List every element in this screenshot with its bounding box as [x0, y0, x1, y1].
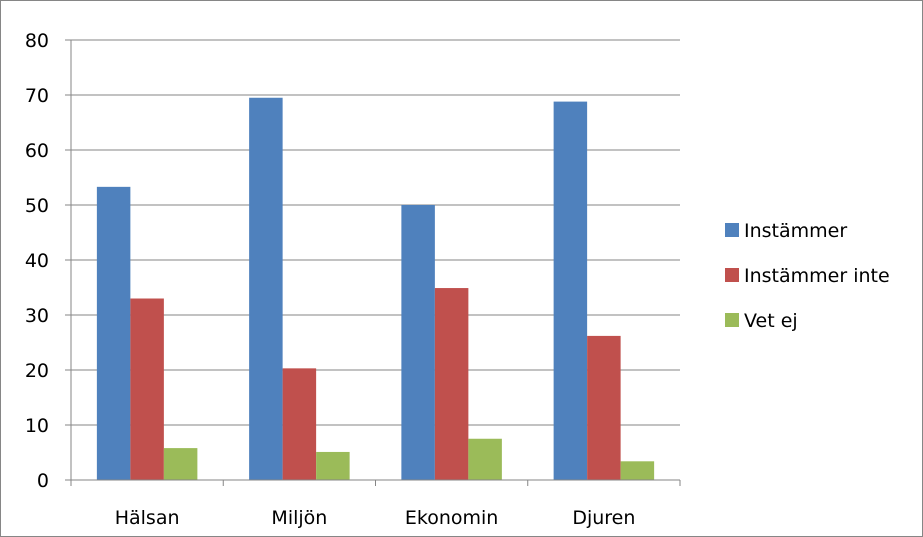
bar [282, 368, 317, 480]
y-tick-label: 60 [25, 140, 49, 162]
y-tick-label: 20 [25, 360, 49, 382]
bar [316, 451, 350, 480]
bar [130, 298, 164, 480]
bar [468, 438, 502, 480]
y-tick-label: 0 [37, 470, 49, 492]
x-category-label: Ekonomin [405, 507, 498, 529]
bar [587, 335, 621, 480]
legend-label: Instämmer [744, 220, 847, 242]
y-tick-label: 80 [25, 30, 49, 52]
legend-label: Vet ej [744, 310, 798, 332]
gridlines [71, 39, 680, 426]
y-tick-label: 30 [25, 305, 49, 327]
x-category-label: Miljön [271, 507, 327, 529]
x-axis-category-labels: Hälsan Miljön Ekonomin Djuren [115, 507, 636, 529]
x-category-label: Hälsan [115, 507, 180, 529]
legend-label: Instämmer inte [744, 265, 890, 287]
bar [96, 186, 131, 480]
x-category-label: Djuren [572, 507, 635, 529]
bar [434, 288, 469, 480]
legend-swatch [725, 313, 739, 327]
bar [553, 101, 588, 480]
y-tick-label: 40 [25, 250, 49, 272]
bar [249, 97, 283, 480]
bar [401, 205, 435, 480]
legend-swatch [725, 223, 739, 237]
bars [96, 97, 655, 480]
bar [620, 461, 655, 480]
legend: Instämmer Instämmer inte Vet ej [725, 220, 890, 332]
legend-swatch [725, 268, 739, 282]
y-tick-label: 50 [25, 195, 49, 217]
y-tick-label: 10 [25, 415, 49, 437]
bar [163, 448, 198, 480]
y-axis-tick-labels: 0 10 20 30 40 50 60 70 80 [25, 30, 49, 492]
axes [65, 39, 681, 486]
y-tick-label: 70 [25, 85, 49, 107]
